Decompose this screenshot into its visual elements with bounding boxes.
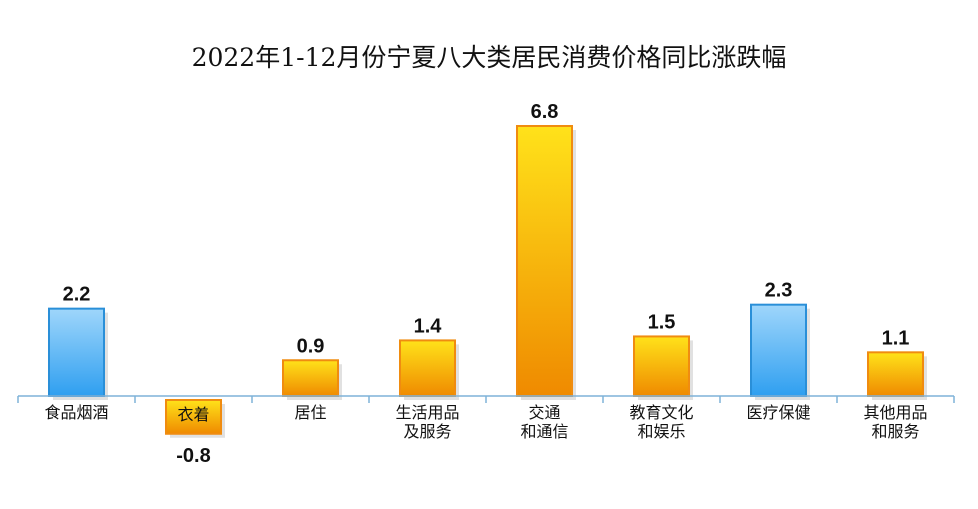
value-label-4: 1.4 [414,315,443,337]
bar-1 [48,307,105,398]
value-label-3: 0.9 [297,335,325,357]
value-label-8: 1.1 [882,327,910,349]
category-label-7: 医疗保健 [746,403,810,422]
category-label-4: 生活用品及服务 [395,403,459,441]
bar-2 [165,399,222,435]
category-label-5: 交通和通信 [520,403,568,441]
value-label-7: 2.3 [765,280,793,302]
value-label-1: 2.2 [63,284,91,306]
chart-title: 2022年1-12月份宁夏八大类居民消费价格同比涨跌幅 [192,43,787,72]
category-label-8: 其他用品和服务 [863,403,927,441]
bar-4 [399,339,456,398]
value-label-2: -0.8 [176,445,210,467]
bar-8 [867,351,924,397]
bar-6 [633,335,690,397]
bar-7 [750,303,807,398]
category-label-2: 衣着 [177,405,209,424]
value-label-5: 6.8 [531,101,559,123]
value-label-6: 1.5 [648,311,676,333]
category-label-6: 教育文化和娱乐 [629,403,693,441]
category-label-1: 食品烟酒 [44,403,108,422]
bar-5 [516,125,573,397]
bar-3 [282,359,339,398]
category-label-3: 居住 [294,403,326,422]
